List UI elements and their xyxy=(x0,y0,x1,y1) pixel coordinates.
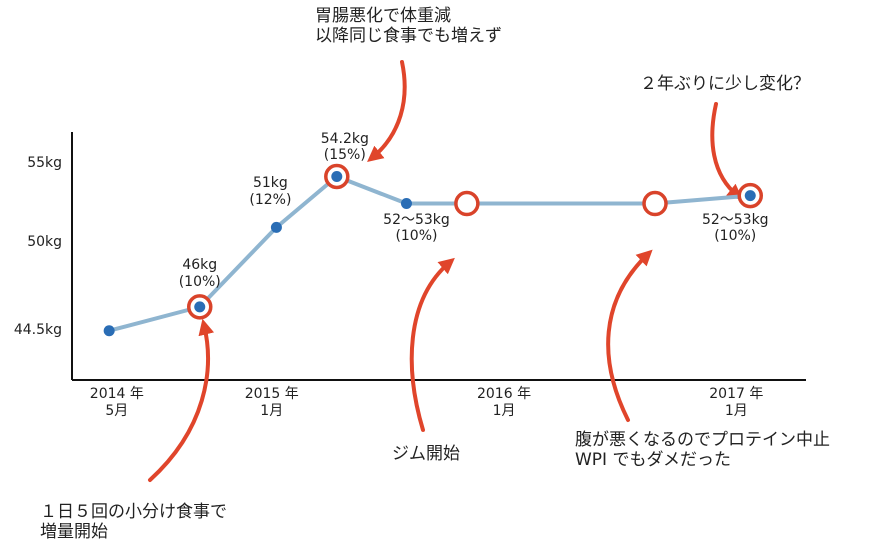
highlight-ring xyxy=(642,190,668,217)
data-point xyxy=(400,198,412,210)
y-tick-label: 55kg xyxy=(27,154,62,171)
arrow xyxy=(606,249,653,422)
x-tick-label: 2015 年 1月 xyxy=(244,386,299,419)
annotation: 胃腸悪化で体重減 以降同じ食事でも増えず xyxy=(315,6,502,47)
arrows xyxy=(148,60,743,482)
y-tick-label: 50kg xyxy=(27,234,62,251)
value-label: 52～53kg (10%) xyxy=(383,211,450,245)
arrow xyxy=(367,60,407,163)
value-label: 46kg (10%) xyxy=(178,256,221,290)
data-point xyxy=(744,190,756,202)
value-label: 52～53kg (10%) xyxy=(701,211,769,245)
value-label: 54.2kg (15%) xyxy=(320,130,369,164)
data-point xyxy=(270,221,282,233)
arrow xyxy=(710,102,743,201)
arrow xyxy=(148,318,215,482)
x-tick-label: 2014 年 5月 xyxy=(89,386,144,419)
annotation: ジム開始 xyxy=(392,444,460,464)
y-tick-label: 44.5kg xyxy=(13,321,62,338)
data-point xyxy=(331,171,343,183)
annotation: １日５回の小分け食事で 増量開始 xyxy=(40,502,227,543)
highlight-ring xyxy=(454,190,480,217)
annotation: ２年ぶりに少し変化？ xyxy=(640,74,810,94)
data-point xyxy=(194,301,206,313)
data-line xyxy=(108,174,751,333)
x-tick-label: 2016 年 1月 xyxy=(476,386,532,419)
value-label: 51kg (12%) xyxy=(249,175,292,209)
x-tick-label: 2017 年 1月 xyxy=(709,386,764,419)
data-point xyxy=(103,325,115,337)
arrow xyxy=(409,257,455,432)
annotation: 腹が悪くなるのでプロテイン中止 WPI でもダメだった xyxy=(575,430,830,471)
